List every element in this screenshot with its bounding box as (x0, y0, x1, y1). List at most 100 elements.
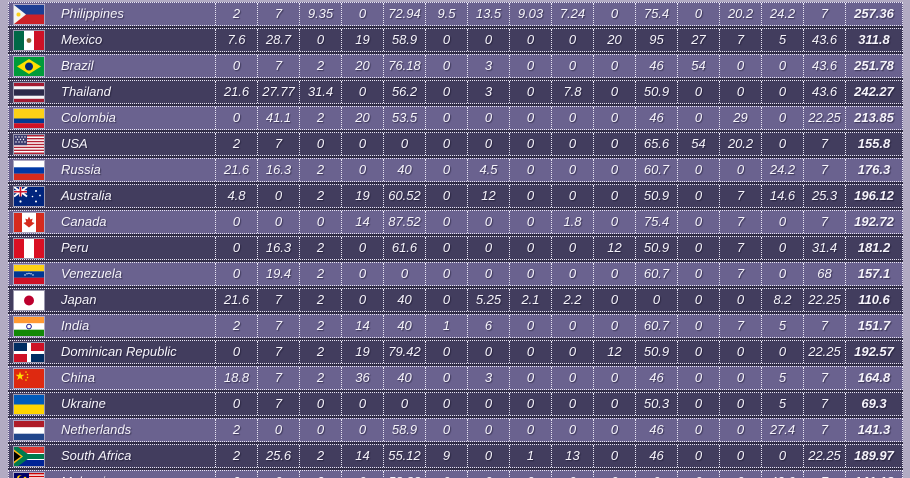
stat-value-cell: 0 (425, 341, 467, 363)
stat-value-cell: 29 (719, 107, 761, 129)
stat-value-cell: 12 (593, 237, 635, 259)
stat-value-cell: 0 (383, 263, 425, 285)
stat-value-cell: 0 (509, 133, 551, 155)
stat-value-cell: 0 (509, 471, 551, 478)
stat-value-cell: 0 (299, 393, 341, 415)
total-value-cell: 155.8 (845, 133, 902, 155)
stat-value-cell: 0 (383, 133, 425, 155)
mexico-flag-icon (14, 30, 44, 50)
stat-value-cell: 0 (761, 341, 803, 363)
stat-value-cell: 22.25 (803, 341, 845, 363)
country-name: Peru (61, 240, 89, 255)
stat-value-cell: 8.2 (761, 289, 803, 311)
table-row[interactable]: China 18.8 7 2 36 40 0 3 0 0 0 46 0 0 5 7 164.8 (8, 366, 903, 390)
stat-value-cell: 0 (677, 471, 719, 478)
stat-value-cell: 0 (425, 55, 467, 77)
stat-value-cell: 50.9 (635, 185, 677, 207)
stat-value-cell: 0 (509, 263, 551, 285)
stat-value-cell: 16.3 (257, 237, 299, 259)
stat-value-cell: 0 (593, 289, 635, 311)
stat-value-cell: 7 (803, 133, 845, 155)
stat-value-cell: 87.52 (383, 211, 425, 233)
table-row[interactable]: South Africa 2 25.6 2 14 55.12 9 0 1 13 0 46 0 0 0 22.2… (8, 444, 903, 468)
table-row[interactable]: Japan 21.6 7 2 0 40 0 5.25 2.1 2.2 0 0 0 0 8.2 22.25 110… (8, 288, 903, 312)
stat-value-cell: 0 (467, 471, 509, 478)
table-row[interactable]: Australia 4.8 0 2 19 60.52 0 12 0 0 0 50.9 0 7 14.6 25.… (8, 184, 903, 208)
table-row[interactable]: Ukraine 0 7 0 0 0 0 0 0 0 0 50.3 0 0 5 7 69.3 (8, 392, 903, 416)
stat-value-cell: 2 (299, 445, 341, 467)
table-row[interactable]: Malaysia202058.880000000043.67141.18 (8, 470, 903, 478)
stat-value-cell: 0 (551, 315, 593, 337)
stat-value-cell: 13.5 (467, 3, 509, 25)
stat-value-cell: 7.8 (551, 81, 593, 103)
stat-value-cell: 24.2 (761, 3, 803, 25)
stat-value-cell: 0 (761, 55, 803, 77)
table-row[interactable]: Peru 0 16.3 2 0 61.6 0 0 0 0 12 50.9 0 7 0 31.4 181.2 (8, 236, 903, 260)
stat-value-cell: 40 (383, 159, 425, 181)
table-row[interactable]: Thailand 21.6 27.77 31.4 0 56.2 0 3 0 7.8 0 50.9 0 0 0… (8, 80, 903, 104)
stat-value-cell: 54 (677, 55, 719, 77)
stat-value-cell: 0 (551, 159, 593, 181)
total-value-cell: 151.7 (845, 315, 902, 337)
stat-value-cell: 0 (719, 341, 761, 363)
table-row[interactable]: Canada 0 0 0 14 87.52 0 0 0 1.8 0 75.4 0 7 0 7 192.72 (8, 210, 903, 234)
stat-value-cell: 0 (551, 107, 593, 129)
stat-value-cell: 0 (593, 471, 635, 478)
stat-value-cell: 0 (215, 263, 257, 285)
stat-value-cell: 0 (677, 419, 719, 441)
table-row[interactable]: Netherlands 2 0 0 0 58.9 0 0 0 0 0 46 0 0 27.4 7 141.3 (8, 418, 903, 442)
table-row[interactable]: USA 2 7 0 0 0 0 0 0 0 0 65.6 54 20.2 0 7 155.8 (8, 132, 903, 156)
stat-value-cell: 5.25 (467, 289, 509, 311)
table-row[interactable]: Dominican Republic 0 7 2 19 79.42 0 0 0 0 12 50.9 0 0… (8, 340, 903, 364)
stat-value-cell: 43.6 (803, 81, 845, 103)
total-value-cell: 213.85 (845, 107, 902, 129)
country-cell: China (9, 367, 215, 389)
stat-value-cell: 0 (719, 367, 761, 389)
stat-value-cell: 0 (299, 211, 341, 233)
stat-value-cell: 75.4 (635, 211, 677, 233)
canada-flag-icon (14, 212, 44, 232)
stat-value-cell: 0 (341, 237, 383, 259)
stat-value-cell: 7 (803, 3, 845, 25)
stat-value-cell: 7.24 (551, 3, 593, 25)
stat-value-cell: 0 (341, 263, 383, 285)
stat-value-cell: 72.94 (383, 3, 425, 25)
stat-value-cell: 7 (257, 315, 299, 337)
stat-value-cell: 60.7 (635, 315, 677, 337)
country-cell: Japan (9, 289, 215, 311)
usa-flag-icon (14, 134, 44, 154)
table-row[interactable]: Philippines 2 7 9.35 0 72.94 9.5 13.5 9.03 7.24 0 7… (8, 2, 903, 26)
stat-value-cell: 7 (803, 471, 845, 478)
stat-value-cell: 16.3 (257, 159, 299, 181)
stat-value-cell: 0 (677, 185, 719, 207)
stat-value-cell: 7 (257, 341, 299, 363)
stat-value-cell: 3 (467, 81, 509, 103)
total-value-cell: 110.6 (845, 289, 902, 311)
stat-value-cell: 0 (425, 289, 467, 311)
stat-value-cell: 0 (677, 237, 719, 259)
country-cell: Netherlands (9, 419, 215, 441)
stat-value-cell: 0 (341, 133, 383, 155)
total-value-cell: 242.27 (845, 81, 902, 103)
stat-value-cell: 43.6 (761, 471, 803, 478)
stat-value-cell: 7 (257, 289, 299, 311)
stat-value-cell: 0 (593, 185, 635, 207)
table-row[interactable]: Colombia 0 41.1 2 20 53.5 0 0 0 0 0 46 0 29 0 22.25 213.… (8, 106, 903, 130)
stat-value-cell: 0 (635, 471, 677, 478)
stat-value-cell: 7 (257, 367, 299, 389)
stat-value-cell: 5 (761, 393, 803, 415)
table-row[interactable]: India 2 7 2 14 40 1 6 0 0 0 60.7 0 7 5 7 151.7 (8, 314, 903, 338)
stat-value-cell: 0 (257, 185, 299, 207)
stat-value-cell: 13 (551, 445, 593, 467)
stat-value-cell: 0 (551, 185, 593, 207)
total-value-cell: 181.2 (845, 237, 902, 259)
stat-value-cell: 7 (719, 185, 761, 207)
stat-value-cell: 0 (467, 419, 509, 441)
table-row[interactable]: Russia 21.6 16.3 2 0 40 0 4.5 0 0 0 60.7 0 0 24.2 7 176.… (8, 158, 903, 182)
table-row[interactable]: Venezuela 0 19.4 2 0 0 0 0 0 0 0 60.7 0 7 0 68 157.1 (8, 262, 903, 286)
stat-value-cell: 3 (467, 367, 509, 389)
stat-value-cell: 60.52 (383, 185, 425, 207)
stat-value-cell: 14 (341, 315, 383, 337)
table-row[interactable]: Mexico 7.6 28.7 0 19 58.9 0 0 0 0 20 95 27 7 5 43.6 311.… (8, 28, 903, 52)
table-row[interactable]: Brazil 0 7 2 20 76.18 0 3 0 0 0 46 54 0 0 43.6 251.78 (8, 54, 903, 78)
